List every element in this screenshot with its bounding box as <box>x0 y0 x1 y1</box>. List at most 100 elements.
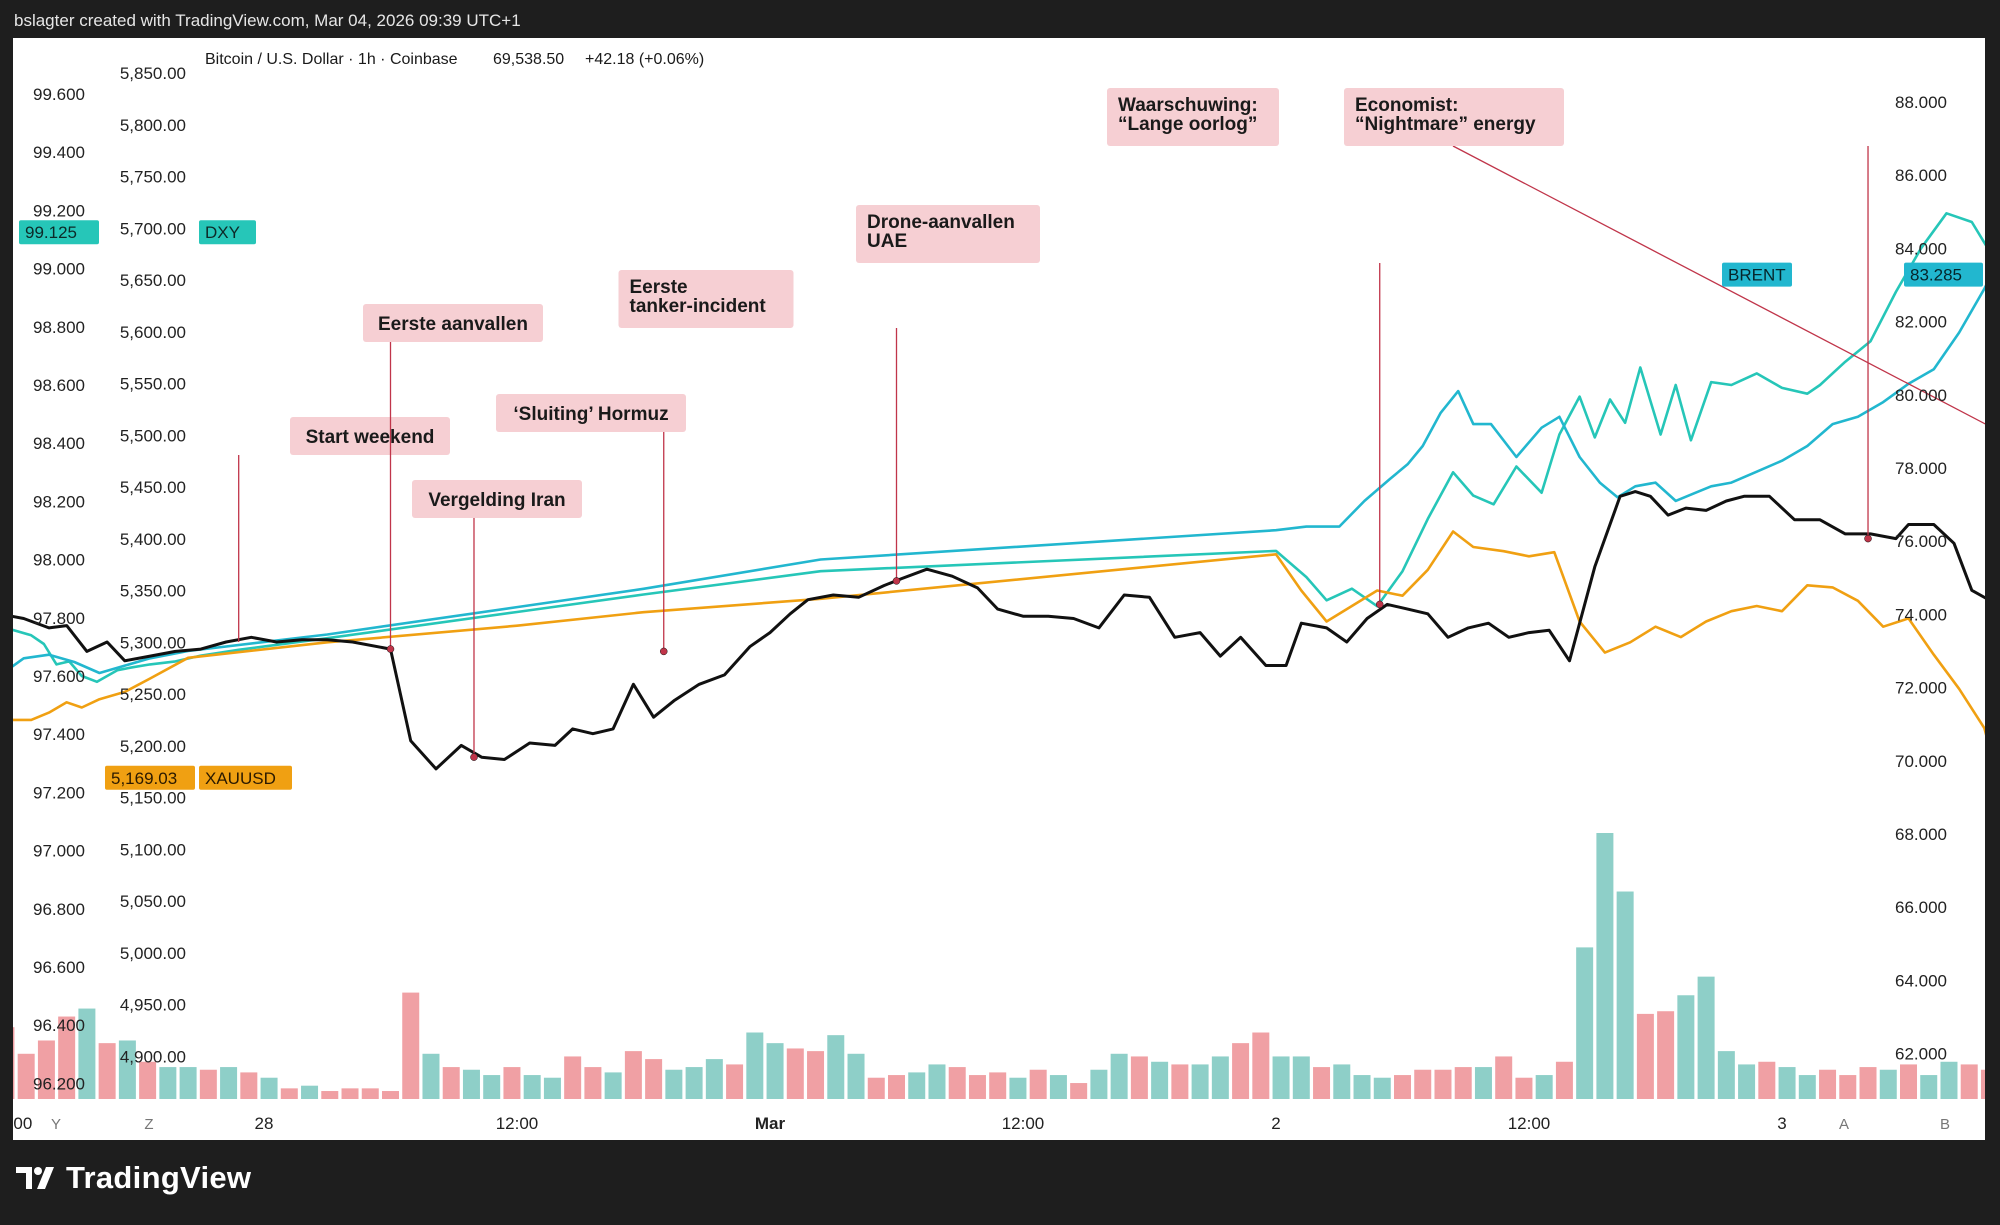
volume-bar <box>1798 1075 1816 1099</box>
xauusd-name-badge-text: XAUUSD <box>205 769 276 788</box>
brent-axis-tick: 82.000 <box>1895 313 1947 332</box>
annotation-box <box>1344 88 1564 146</box>
volume-bar <box>645 1059 663 1099</box>
scale-letter-a[interactable]: A <box>1839 1116 1849 1133</box>
annotation-label: “Lange oorlog” <box>1118 114 1257 135</box>
event-annotations: Start weekend Eerste aanvallen Vergelding … <box>238 88 1985 758</box>
dxy-axis-tick: 96.600 <box>33 958 85 977</box>
scale-letter-y[interactable]: Y <box>51 1116 61 1133</box>
annotation-leader <box>1452 145 1985 425</box>
volume-bar <box>422 1053 440 1099</box>
annotation-box <box>856 205 1040 263</box>
volume-bar <box>1555 1061 1573 1099</box>
xauusd-axis-tick: 5,800.00 <box>120 116 186 135</box>
volume-bar <box>1819 1069 1837 1099</box>
brent-axis-tick: 64.000 <box>1895 971 1947 990</box>
series-line-dxy <box>13 212 1985 684</box>
volume-bar <box>301 1085 319 1099</box>
volume-bar <box>1717 1051 1735 1099</box>
x-axis-tick: 2 <box>1271 1114 1280 1133</box>
dxy-axis-tick: 97.200 <box>33 783 85 802</box>
volume-bar <box>1070 1083 1088 1099</box>
volume-bar <box>1980 1069 1985 1099</box>
xauusd-axis-tick: 5,550.00 <box>120 375 186 394</box>
brent-axis-tick: 76.000 <box>1895 532 1947 551</box>
dxy-axis-tick: 97.000 <box>33 842 85 861</box>
annotation-label: Eerste aanvallen <box>378 314 528 335</box>
volume-bar <box>928 1064 946 1099</box>
annotation-label: “Nightmare” energy <box>1355 114 1536 135</box>
volume-bar <box>1495 1056 1513 1099</box>
dxy-name-badge-text: DXY <box>205 223 240 242</box>
volume-bar <box>1960 1064 1978 1099</box>
dxy-value-badge-bg <box>19 220 99 245</box>
volume-bar <box>1049 1075 1067 1099</box>
volume-bar <box>1333 1064 1351 1099</box>
volume-bar <box>1252 1032 1270 1099</box>
scale-letter-z[interactable]: Z <box>144 1116 153 1133</box>
volume-bar <box>1778 1067 1796 1099</box>
btc-marker <box>892 577 901 585</box>
annotation-7: Economist:“Nightmare” energy <box>1344 88 1985 425</box>
volume-bar <box>1535 1075 1553 1099</box>
volume-bar <box>341 1088 359 1099</box>
brent-value-badge-text: 83.285 <box>1910 266 1962 285</box>
brent-value-badge: 83.285 <box>1904 262 1983 287</box>
volume-bar <box>1434 1069 1452 1099</box>
xauusd-value-badge: 5,169.03 <box>105 765 195 790</box>
xauusd-axis-tick: 5,450.00 <box>120 478 186 497</box>
volume-bar <box>1029 1069 1047 1099</box>
volume-bar <box>220 1067 238 1099</box>
volume-bars <box>13 833 1985 1099</box>
symbol-change: +42.18 (+0.06%) <box>585 51 704 68</box>
annotation-box <box>496 394 686 432</box>
volume-bar <box>1879 1069 1897 1099</box>
brent-axis-tick: 86.000 <box>1895 166 1947 185</box>
xauusd-axis-tick: 5,750.00 <box>120 168 186 187</box>
xauusd-axis-tick: 5,350.00 <box>120 582 186 601</box>
xauusd-axis-tick: 4,900.00 <box>120 1047 186 1066</box>
xauusd-axis-tick: 5,650.00 <box>120 271 186 290</box>
volume-bar <box>98 1043 116 1099</box>
btc-marker <box>659 647 668 656</box>
attribution-bar: bslagter created with TradingView.com, M… <box>0 0 2000 38</box>
xauusd-axis-tick: 5,400.00 <box>120 530 186 549</box>
volume-bar <box>1657 1011 1675 1099</box>
brent-axis-tick: 72.000 <box>1895 679 1947 698</box>
volume-bar <box>1171 1064 1189 1099</box>
scale-letter-b[interactable]: B <box>1940 1116 1950 1133</box>
annotation-box <box>618 270 794 328</box>
x-axis-tick: 12:00 <box>1508 1114 1551 1133</box>
volume-bar <box>726 1064 744 1099</box>
volume-bar <box>179 1067 197 1099</box>
volume-bar <box>78 1008 96 1099</box>
x-axis-tick: 28 <box>255 1114 274 1133</box>
volume-bar <box>1900 1064 1917 1099</box>
volume-bar <box>240 1072 258 1099</box>
dxy-axis-tick: 97.600 <box>33 667 85 686</box>
annotation-label: ‘Sluiting’ Hormuz <box>513 404 668 425</box>
tradingview-logo[interactable]: TradingView <box>16 1160 251 1196</box>
chart-background <box>13 38 1985 1140</box>
xauusd-value-badge-bg <box>105 765 195 790</box>
volume-bar <box>280 1088 298 1099</box>
volume-bar <box>624 1051 642 1099</box>
x-axis-tick: Mar <box>755 1114 786 1133</box>
volume-bar <box>118 1040 136 1099</box>
xauusd-axis-tick: 5,150.00 <box>120 789 186 808</box>
brent-axis-tick: 88.000 <box>1895 93 1947 112</box>
xauusd-axis-tick: 5,050.00 <box>120 892 186 911</box>
brent-axis-tick: 80.000 <box>1895 386 1947 405</box>
volume-bar <box>685 1067 703 1099</box>
annotation-label: Drone-aanvallen <box>867 212 1015 233</box>
chart-canvas[interactable]: Start weekend Eerste aanvallen Vergelding … <box>13 38 1985 1140</box>
volume-bar <box>523 1075 541 1099</box>
x-axis-tick: 12:00 <box>496 1114 539 1133</box>
volume-bar <box>37 1040 55 1099</box>
volume-bar <box>1313 1067 1331 1099</box>
x-axis-tick: 12:00 <box>1002 1114 1045 1133</box>
volume-bar <box>17 1053 35 1099</box>
volume-bar <box>1009 1077 1027 1099</box>
btc-marker <box>386 645 395 653</box>
